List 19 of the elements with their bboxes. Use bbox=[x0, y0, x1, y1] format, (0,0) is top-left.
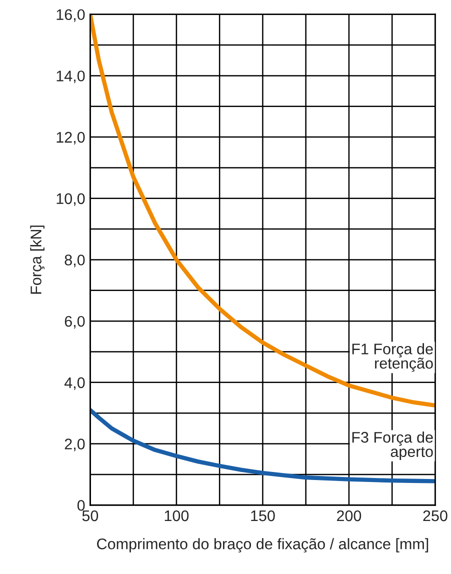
x-tick-label: 250 bbox=[423, 510, 448, 522]
annotation: F3 Força de aperto bbox=[352, 432, 433, 460]
y-axis-title: Força [kN] bbox=[30, 226, 44, 294]
x-tick-label: 50 bbox=[82, 510, 98, 522]
x-axis-title: Comprimento do braço de fixação / alcance [mm] bbox=[97, 538, 428, 552]
y-tick-label: 0 bbox=[77, 500, 85, 511]
y-tick-label: 8,0 bbox=[64, 254, 85, 268]
y-tick-label: 14,0 bbox=[56, 70, 85, 84]
x-tick-label: 100 bbox=[164, 510, 189, 522]
x-tick-label: 200 bbox=[336, 510, 362, 522]
line-series bbox=[90, 408, 436, 484]
y-tick-label: 12,0 bbox=[56, 132, 85, 145]
y-tick-label: 6,0 bbox=[64, 316, 85, 329]
annotation: F1 Força de retenção bbox=[352, 343, 433, 372]
y-tick-label: 2,0 bbox=[64, 438, 85, 452]
x-tick-label: 150 bbox=[251, 510, 275, 522]
y-tick-label: 10,0 bbox=[56, 193, 85, 206]
y-tick-label: 16,0 bbox=[56, 9, 85, 22]
y-tick-label: 4,0 bbox=[64, 377, 85, 390]
